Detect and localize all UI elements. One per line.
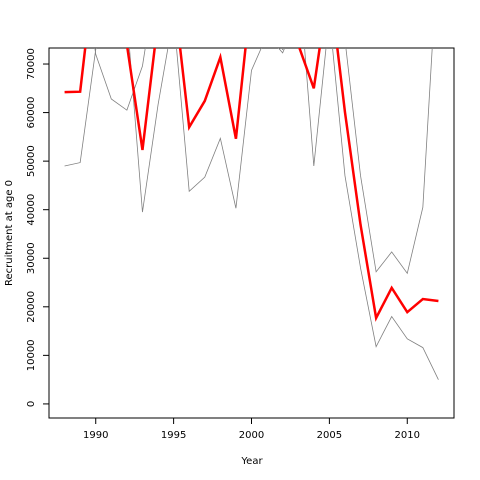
series-line [64,48,439,322]
y-tick-label: 0 [26,401,37,407]
x-tick-label: 1990 [83,430,108,441]
plot-frame [48,47,455,419]
y-tick-label: 10000 [26,339,37,371]
x-tick-label: 2005 [317,430,342,441]
x-tick-label: 2010 [395,430,420,441]
y-tick-label: 60000 [26,97,37,129]
x-tick-label: 1995 [161,430,186,441]
series-line [94,48,433,275]
x-tick-label: 2000 [239,430,264,441]
plot-area [64,48,439,380]
y-axis-label: Recruitment at age 0 [4,180,15,286]
x-axis-label: Year [240,456,263,467]
y-tick-label: 70000 [26,48,37,80]
y-tick-label: 40000 [26,194,37,226]
y-tick-label: 30000 [26,242,37,274]
series-line [64,48,439,380]
y-tick-label: 20000 [26,291,37,323]
y-tick-label: 50000 [26,145,37,177]
